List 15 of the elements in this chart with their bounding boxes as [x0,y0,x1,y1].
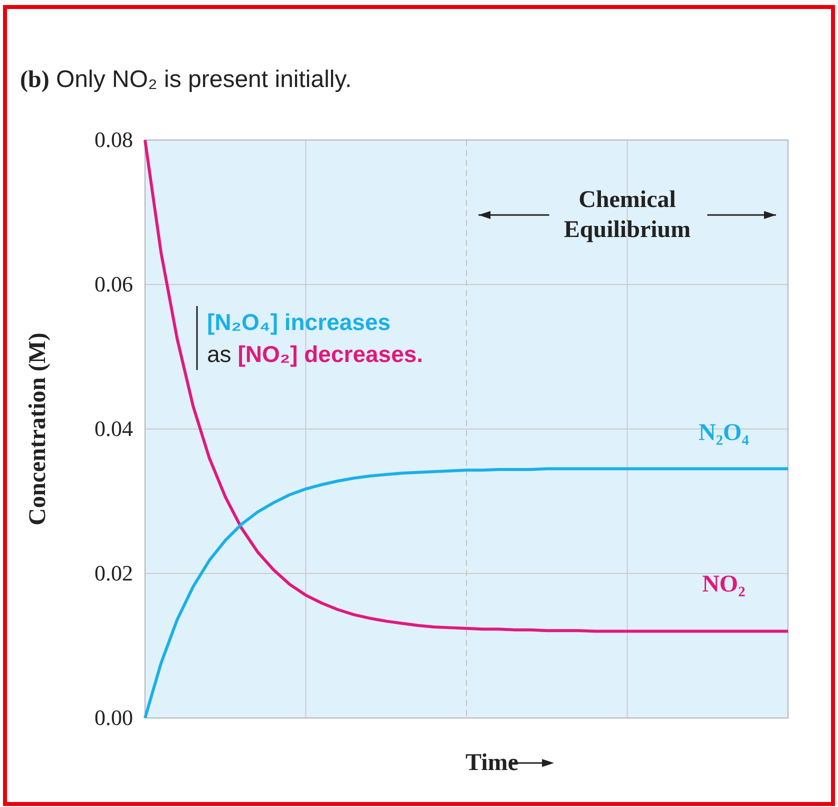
y-tick-label: 0.02 [94,560,133,586]
chart-title: (b) Only NO₂ is present initially. [20,66,352,93]
series-label: NO₂ [702,572,746,598]
annotation: as [NO₂] decreases. [207,341,424,367]
annotation: [N₂O₄] increases [207,309,391,335]
line-series [144,138,790,633]
line-series [144,467,790,720]
x-axis-title: Time [466,750,519,776]
y-axis-title: Concentration (M) [25,332,51,526]
y-tick-label: 0.04 [94,416,133,442]
series-label: N₂O₄ [698,420,749,446]
y-tick-label: 0.08 [94,127,133,152]
y-tick-label: 0.00 [94,705,133,730]
text: Chemical Equilibrium [564,187,691,243]
y-tick-label: 0.06 [94,272,133,297]
